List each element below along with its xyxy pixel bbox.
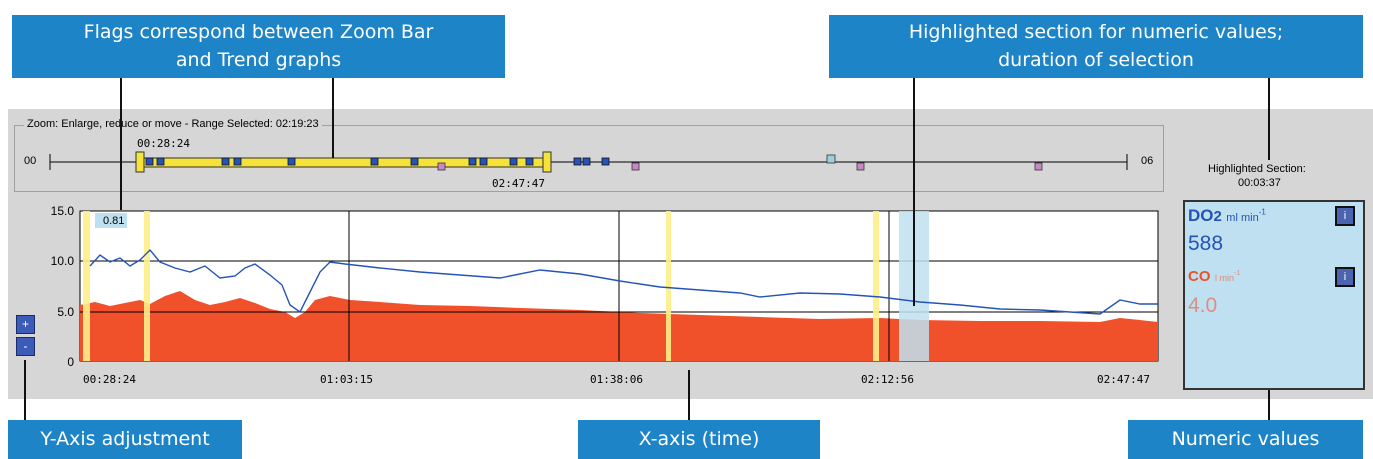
y-tick-0: 0 <box>34 355 74 369</box>
do2-info-button[interactable]: i <box>1335 206 1355 226</box>
callout-line-flags-b <box>332 78 334 158</box>
co-info-button[interactable]: i <box>1335 267 1355 287</box>
cursor-value: 0.81 <box>103 215 124 227</box>
callout-line-highlight-b <box>1268 78 1270 160</box>
callout-line-highlight-a <box>913 78 915 306</box>
do2-name: DO <box>1188 206 1214 225</box>
x-tick-5: 02:47:47 <box>1097 373 1150 386</box>
callout-numeric: Numeric values <box>1128 420 1363 459</box>
y-tick-15: 15.0 <box>34 204 74 218</box>
x-tick-1: 00:28:24 <box>83 373 136 386</box>
do2-sub: 2 <box>1214 208 1222 225</box>
co-label: CO l min-1 <box>1188 268 1240 286</box>
y-tick-5: 5.0 <box>34 305 74 319</box>
callout-line-flags-a <box>120 78 122 210</box>
numeric-values-panel: DO2 ml min-1 588 CO l min-1 4.0 i i <box>1183 200 1365 390</box>
co-unit: l min <box>1215 273 1234 283</box>
callout-line-numeric <box>1268 390 1270 420</box>
y-axis-increase-button[interactable]: + <box>16 315 35 334</box>
y-axis-decrease-button[interactable]: - <box>16 337 35 356</box>
y-tick-10: 10.0 <box>34 254 74 268</box>
co-value: 4.0 <box>1188 294 1217 318</box>
do2-label: DO2 ml min-1 <box>1188 206 1266 226</box>
co-name: CO <box>1188 268 1211 285</box>
x-tick-3: 01:38:06 <box>590 373 643 386</box>
callout-xaxis: X-axis (time) <box>578 420 820 459</box>
do2-unit-sup: -1 <box>1259 208 1266 217</box>
do2-value: 588 <box>1188 232 1223 256</box>
x-tick-4: 02:12:56 <box>861 373 914 386</box>
callout-line-xaxis <box>688 370 690 420</box>
co-unit-sup: -1 <box>1234 270 1240 277</box>
do2-unit: ml min <box>1226 212 1258 224</box>
callout-yaxis: Y-Axis adjustment <box>8 420 242 459</box>
callout-line-yaxis <box>24 360 26 420</box>
x-tick-2: 01:03:15 <box>320 373 373 386</box>
